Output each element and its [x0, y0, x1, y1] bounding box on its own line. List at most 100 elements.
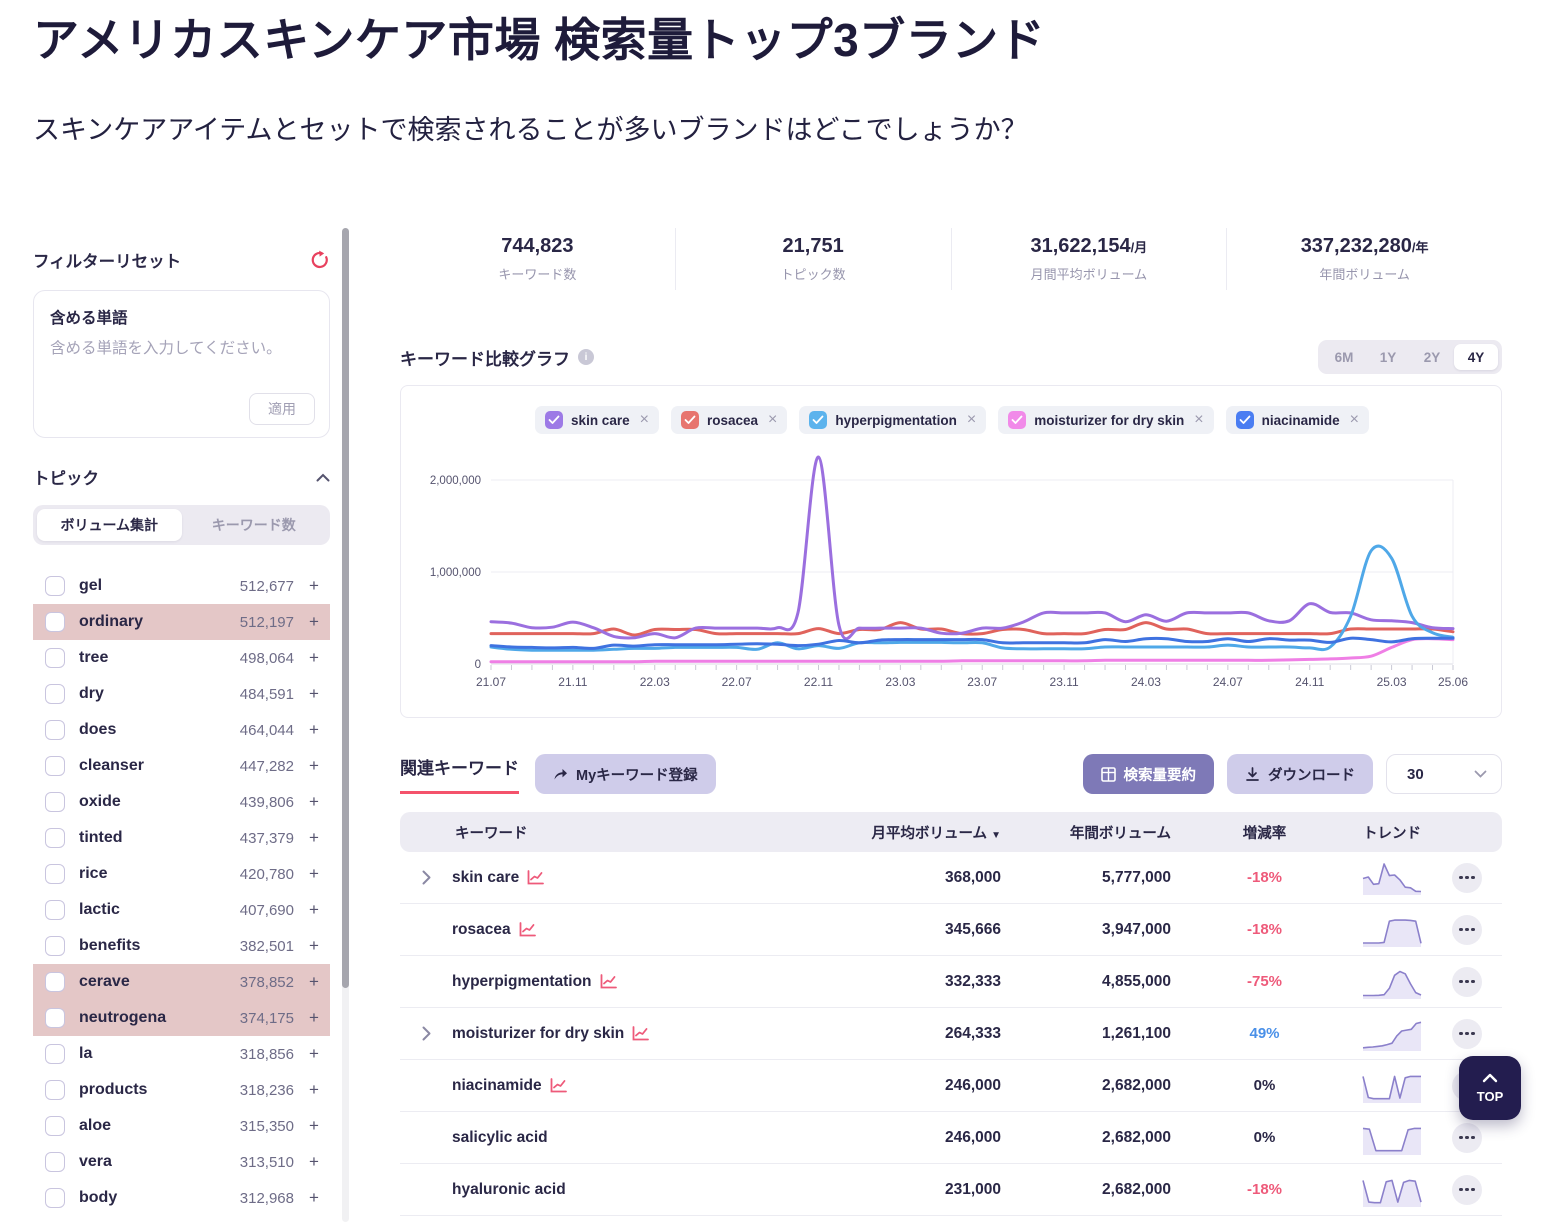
row-menu-button[interactable] [1452, 966, 1482, 997]
legend-keyword-chip[interactable]: niacinamide × [1225, 406, 1369, 434]
search-volume-summary-button[interactable]: 検索量要約 [1082, 754, 1214, 794]
reset-icon[interactable] [310, 250, 330, 270]
topic-tab-1[interactable]: キーワード数 [211, 517, 296, 533]
table-row[interactable]: hyaluronic acid 231,000 2,682,000 -18% [400, 1164, 1502, 1216]
topic-list-item[interactable]: body 312,968 + [33, 1180, 330, 1216]
table-row[interactable]: niacinamide 246,000 2,682,000 0% [400, 1060, 1502, 1112]
remove-keyword-icon[interactable]: × [1194, 411, 1204, 428]
topic-list-item[interactable]: vera 313,510 + [33, 1144, 330, 1180]
range-6m[interactable]: 6M [1334, 349, 1354, 365]
add-topic-icon[interactable]: + [309, 1188, 319, 1207]
legend-checkbox[interactable] [1235, 411, 1254, 429]
sidebar-scrollbar[interactable] [342, 228, 349, 1222]
topic-list-item[interactable]: aloe 315,350 + [33, 1108, 330, 1144]
add-topic-icon[interactable]: + [309, 684, 319, 703]
range-1y[interactable]: 1Y [1379, 349, 1397, 365]
legend-keyword-chip[interactable]: hyperpigmentation × [799, 406, 987, 434]
topic-list-item[interactable]: tinted 437,379 + [33, 820, 330, 856]
table-row[interactable]: salicylic acid 246,000 2,682,000 0% [400, 1112, 1502, 1164]
legend-keyword-chip[interactable]: moisturizer for dry skin × [998, 406, 1214, 434]
row-menu-button[interactable] [1452, 1122, 1482, 1153]
topic-checkbox[interactable] [45, 612, 65, 632]
chart-line-icon[interactable] [632, 1026, 650, 1041]
column-keyword[interactable]: キーワード [455, 825, 528, 842]
topic-checkbox[interactable] [45, 936, 65, 956]
expand-chevron-icon[interactable] [422, 870, 431, 885]
topic-checkbox[interactable] [45, 1152, 65, 1172]
add-topic-icon[interactable]: + [309, 612, 319, 631]
topic-checkbox[interactable] [45, 720, 65, 740]
topic-tab-0[interactable]: ボリューム集計 [37, 509, 182, 541]
remove-keyword-icon[interactable]: × [767, 411, 778, 428]
topic-list-item[interactable]: products 318,236 + [33, 1072, 330, 1108]
topic-checkbox[interactable] [45, 1116, 65, 1136]
topic-checkbox[interactable] [45, 900, 65, 920]
remove-keyword-icon[interactable]: × [966, 411, 977, 428]
add-topic-icon[interactable]: + [309, 1080, 319, 1099]
my-keyword-register-button[interactable]: Myキーワード登録 [535, 754, 716, 794]
collapse-chevron-icon[interactable] [316, 473, 330, 482]
topic-checkbox[interactable] [45, 792, 65, 812]
add-topic-icon[interactable]: + [309, 648, 319, 667]
range-4y[interactable]: 4Y [1454, 344, 1498, 370]
page-size-select[interactable]: 30 [1386, 754, 1502, 794]
add-topic-icon[interactable]: + [309, 756, 319, 775]
legend-keyword-chip[interactable]: rosacea × [670, 406, 788, 434]
topic-checkbox[interactable] [45, 1008, 65, 1028]
column-monthly-volume[interactable]: 月平均ボリューム ▼ [871, 825, 1001, 842]
legend-checkbox[interactable] [1008, 411, 1027, 429]
row-menu-button[interactable] [1452, 1018, 1482, 1049]
row-menu-button[interactable] [1452, 862, 1482, 893]
scroll-to-top-button[interactable]: TOP [1459, 1056, 1521, 1120]
keyword-label[interactable]: salicylic acid [452, 1128, 548, 1146]
add-topic-icon[interactable]: + [309, 720, 319, 739]
remove-keyword-icon[interactable]: × [1349, 411, 1359, 428]
add-topic-icon[interactable]: + [309, 864, 319, 883]
add-topic-icon[interactable]: + [309, 1152, 319, 1171]
topic-checkbox[interactable] [45, 1044, 65, 1064]
topic-checkbox[interactable] [45, 828, 65, 848]
add-topic-icon[interactable]: + [309, 936, 319, 955]
topic-checkbox[interactable] [45, 972, 65, 992]
topic-list-item[interactable]: tree 498,064 + [33, 640, 330, 676]
add-topic-icon[interactable]: + [309, 1116, 319, 1135]
topic-list-item[interactable]: lactic 407,690 + [33, 892, 330, 928]
include-words-input[interactable] [50, 336, 313, 398]
add-topic-icon[interactable]: + [309, 828, 319, 847]
legend-checkbox[interactable] [809, 411, 828, 429]
topic-list-item[interactable]: dry 484,591 + [33, 676, 330, 712]
topic-list-item[interactable]: neutrogena 374,175 + [33, 1000, 330, 1036]
topic-checkbox[interactable] [45, 648, 65, 668]
row-menu-button[interactable] [1452, 914, 1482, 945]
topic-checkbox[interactable] [45, 684, 65, 704]
add-topic-icon[interactable]: + [309, 1008, 319, 1027]
apply-button[interactable]: 適用 [249, 393, 315, 425]
topic-list-item[interactable]: cleanser 447,282 + [33, 748, 330, 784]
keyword-label[interactable]: rosacea [452, 920, 511, 938]
table-row[interactable]: moisturizer for dry skin 264,333 1,261,1… [400, 1008, 1502, 1060]
topic-checkbox[interactable] [45, 864, 65, 884]
add-topic-icon[interactable]: + [309, 792, 319, 811]
column-yearly-volume[interactable]: 年間ボリューム [1069, 825, 1171, 842]
topic-checkbox[interactable] [45, 1080, 65, 1100]
topic-checkbox[interactable] [45, 576, 65, 596]
chart-line-icon[interactable] [519, 922, 536, 937]
topic-list-item[interactable]: cerave 378,852 + [33, 964, 330, 1000]
download-button[interactable]: ダウンロード [1227, 754, 1373, 794]
info-icon[interactable]: i [578, 349, 594, 365]
table-row[interactable]: skin care 368,000 5,777,000 -18% [400, 852, 1502, 904]
sidebar-scrollbar-thumb[interactable] [342, 228, 349, 988]
topic-list-item[interactable]: la 318,856 + [33, 1036, 330, 1072]
keyword-label[interactable]: hyaluronic acid [452, 1180, 566, 1198]
add-topic-icon[interactable]: + [309, 576, 319, 595]
chart-line-icon[interactable] [600, 974, 617, 989]
table-row[interactable]: rosacea 345,666 3,947,000 -18% [400, 904, 1502, 956]
row-menu-button[interactable] [1452, 1174, 1482, 1205]
keyword-label[interactable]: moisturizer for dry skin [452, 1024, 625, 1042]
chart-line-icon[interactable] [527, 870, 545, 885]
legend-checkbox[interactable] [680, 411, 699, 429]
topic-list-item[interactable]: rice 420,780 + [33, 856, 330, 892]
chart-line-icon[interactable] [550, 1078, 567, 1093]
add-topic-icon[interactable]: + [309, 1044, 319, 1063]
topic-list-item[interactable]: gel 512,677 + [33, 568, 330, 604]
